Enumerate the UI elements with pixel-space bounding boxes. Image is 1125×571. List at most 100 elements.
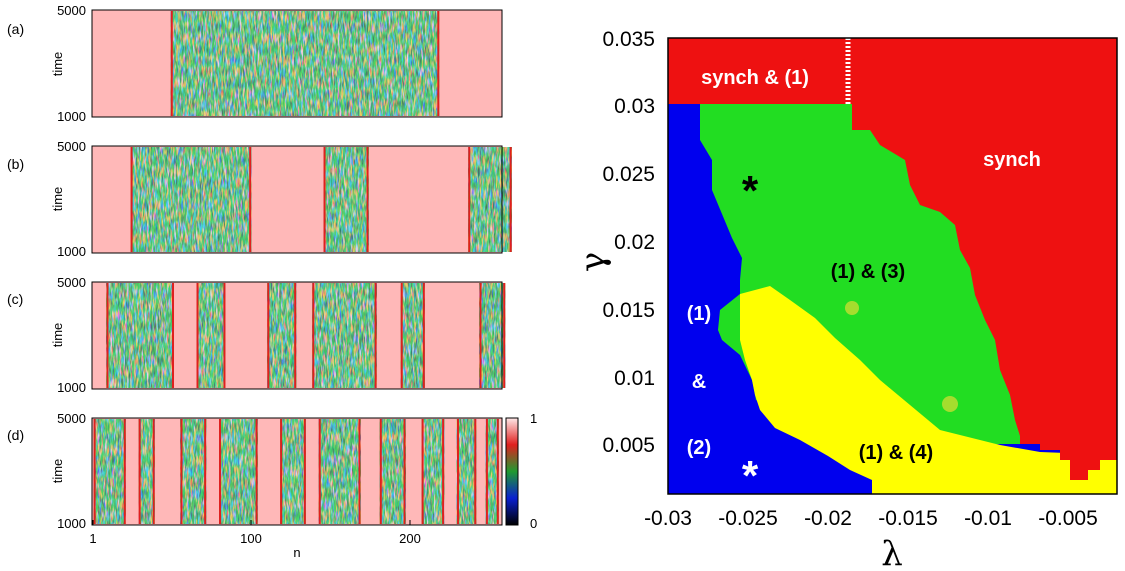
- band-texture: [280, 419, 306, 524]
- y-tick-003: 0.03: [614, 95, 655, 118]
- band-texture: [267, 283, 297, 388]
- panel-d-frame: [91, 417, 503, 526]
- panel-c-ytick-top: 5000: [57, 275, 86, 290]
- panel-d-ytick-bottom: 1000: [57, 516, 86, 531]
- band-right-edge: [358, 419, 361, 524]
- band-left-edge: [485, 419, 488, 524]
- band-right-edge: [204, 419, 207, 524]
- label-12-b: &: [692, 371, 706, 393]
- region-synch: [668, 38, 1117, 480]
- band-texture: [485, 419, 499, 524]
- band-right-edge: [223, 283, 226, 388]
- band-texture: [138, 419, 155, 524]
- band-texture: [180, 419, 207, 524]
- panel-a-ytick-bottom: 1000: [57, 109, 86, 124]
- chaotic-band-4-3: [180, 419, 207, 524]
- panel-b-label: (b): [7, 156, 24, 172]
- band-left-edge: [379, 419, 382, 524]
- phase-diagram: synch & (1) synch (1) & (3) (1) & (4) (1…: [573, 28, 1118, 571]
- band-right-edge: [294, 283, 297, 388]
- colorbar: 1 0: [505, 411, 537, 531]
- band-right-edge: [422, 283, 425, 388]
- colorbar-tick-bottom: 0: [530, 516, 537, 531]
- band-right-edge: [249, 147, 252, 252]
- band-left-edge: [93, 419, 96, 524]
- chaotic-band-3-2: [196, 283, 226, 388]
- chaotic-band-2-1: [130, 147, 252, 252]
- chaotic-band-4-4: [219, 419, 258, 524]
- panel-c-bands: [106, 283, 506, 388]
- band-left-edge: [170, 11, 173, 116]
- panel-b-ytick-bottom: 1000: [57, 244, 86, 259]
- x-tick-n0015: -0.015: [878, 507, 938, 530]
- band-right-edge: [255, 419, 258, 524]
- y-axis-label: γ: [573, 252, 613, 272]
- x-tick-100: 100: [240, 531, 262, 546]
- band-texture: [170, 11, 440, 116]
- x-axis-label-lambda: λ: [881, 534, 903, 571]
- band-texture: [456, 419, 477, 524]
- band-left-edge: [267, 283, 270, 388]
- panel-d-ylabel: time: [50, 459, 65, 484]
- band-right-edge: [303, 419, 306, 524]
- band-right-edge: [366, 147, 369, 252]
- label-synch-top: synch & (1): [701, 67, 809, 89]
- band-texture: [400, 283, 425, 388]
- chaotic-band-3-6: [479, 283, 506, 388]
- band-left-edge: [130, 147, 133, 252]
- band-left-edge: [479, 283, 482, 388]
- panel-b-frame: [91, 145, 503, 254]
- chaotic-band-3-3: [267, 283, 297, 388]
- y-tick-0025: 0.025: [602, 163, 655, 186]
- label-12-c: (2): [687, 437, 711, 459]
- panel-b-ylabel: time: [50, 187, 65, 212]
- band-left-edge: [323, 147, 326, 252]
- chaotic-band-4-2: [138, 419, 155, 524]
- x-tick-1: 1: [89, 531, 96, 546]
- band-right-edge: [496, 419, 499, 524]
- band-left-edge: [400, 283, 403, 388]
- yellow-spot-2: [942, 396, 958, 412]
- panel-c-ytick-bottom: 1000: [57, 380, 86, 395]
- colorbar-tick-top: 1: [530, 411, 537, 426]
- panel-b-ytick-top: 5000: [57, 139, 86, 154]
- label-13: (1) & (3): [831, 261, 905, 283]
- band-texture: [106, 283, 174, 388]
- label-12-a: (1): [687, 303, 711, 325]
- band-left-edge: [180, 419, 183, 524]
- phase-frame: [667, 37, 1118, 495]
- band-texture: [93, 419, 126, 524]
- panel-b: (b) 5000 1000 time: [7, 139, 512, 259]
- band-texture: [219, 419, 258, 524]
- colorbar-gradient: [505, 417, 519, 526]
- band-texture: [468, 147, 512, 252]
- panel-c-ylabel: time: [50, 323, 65, 348]
- y-tick-0015: 0.015: [602, 299, 655, 322]
- chaotic-band-4-1: [93, 419, 126, 524]
- panel-d-bands: [93, 419, 499, 524]
- band-left-edge: [421, 419, 424, 524]
- left-x-axis: 1 100 200 n: [89, 520, 421, 560]
- band-left-edge: [106, 283, 109, 388]
- band-left-edge: [312, 283, 315, 388]
- chaotic-band-1-1: [170, 11, 440, 116]
- chaotic-band-4-10: [485, 419, 499, 524]
- band-left-edge: [280, 419, 283, 524]
- panel-c-label: (c): [7, 291, 23, 307]
- region-14: [740, 286, 1117, 494]
- panel-b-bands: [130, 147, 512, 252]
- band-right-edge: [437, 11, 440, 116]
- x-tick-200: 200: [399, 531, 421, 546]
- chaotic-band-2-3: [468, 147, 512, 252]
- label-14: (1) & (4): [859, 442, 933, 464]
- band-texture: [318, 419, 361, 524]
- marker-black-star: *: [742, 167, 759, 214]
- band-right-edge: [442, 419, 445, 524]
- band-left-edge: [318, 419, 321, 524]
- chaotic-band-2-2: [323, 147, 369, 252]
- panel-a-ytick-top: 5000: [57, 3, 86, 18]
- band-left-edge: [468, 147, 471, 252]
- band-left-edge: [219, 419, 222, 524]
- chaotic-band-4-7: [379, 419, 406, 524]
